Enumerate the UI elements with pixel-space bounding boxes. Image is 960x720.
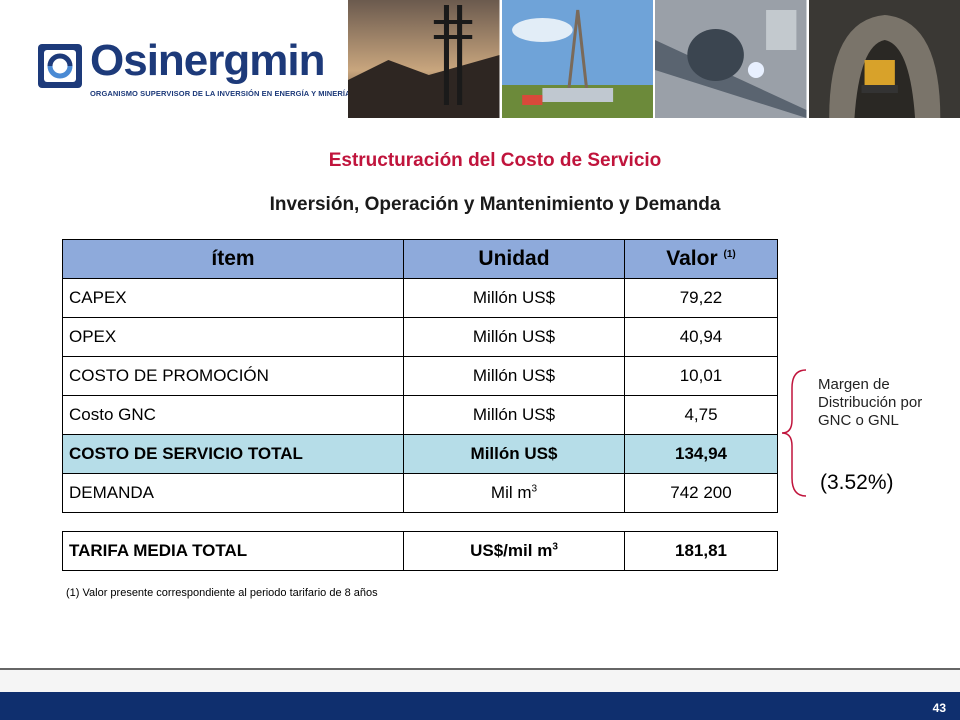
pipeline-welding-photo [655,0,809,118]
cell-unidad: Millón US$ [403,356,625,396]
logo-wordmark: Osinergmin [90,36,325,85]
unidad-text: Mil m [490,483,532,502]
tarifa-table: TARIFA MEDIA TOTAL US$/mil m3 181,81 [62,531,778,571]
table-row: TARIFA MEDIA TOTAL US$/mil m3 181,81 [62,531,778,571]
unidad-exponent: 3 [531,483,538,495]
drilling-rig-photo [501,0,655,118]
cell-valor: 10,01 [624,356,778,396]
power-lines-photo [348,0,502,118]
side-note-text: Margen de Distribución por GNC o GNL [818,376,923,429]
footnote: (1) Valor presente correspondiente al pe… [66,587,378,599]
cell-valor: 4,75 [624,395,778,435]
cell-item: COSTO DE PROMOCIÓN [62,356,404,396]
cell-valor: 181,81 [624,531,778,571]
table-header-row: ítem Unidad Valor (1) [62,239,778,279]
table-row: OPEX Millón US$ 40,94 [62,317,778,357]
cell-unidad: Millón US$ [403,434,625,474]
column-header-valor: Valor (1) [624,239,778,279]
cell-item: CAPEX [62,278,404,318]
page-title: Estructuración del Costo de Servicio [328,150,662,171]
logo-tagline: ORGANISMO SUPERVISOR DE LA INVERSIÓN EN … [90,89,351,98]
cell-valor: 742 200 [624,473,778,513]
cell-item: OPEX [62,317,404,357]
page-subtitle: Inversión, Operación y Mantenimiento y D… [269,194,721,215]
cell-item: TARIFA MEDIA TOTAL [62,531,404,571]
valor-header-footnote-mark: (1) [723,249,736,260]
cell-valor: 40,94 [624,317,778,357]
footer-bar [0,692,960,720]
cell-unidad: Mil m3 [403,473,625,513]
cost-table: ítem Unidad Valor (1) CAPEX Millón US$ 7… [62,239,778,513]
valor-header-label: Valor [666,247,718,270]
side-note-percent: (3.52%) [820,471,894,494]
table-row: CAPEX Millón US$ 79,22 [62,278,778,318]
table-row-total: COSTO DE SERVICIO TOTAL Millón US$ 134,9… [62,434,778,474]
page-number: 43 [932,701,946,715]
table-row: Costo GNC Millón US$ 4,75 [62,395,778,435]
cell-unidad: Millón US$ [403,317,625,357]
cell-item: DEMANDA [62,473,404,513]
column-header-unidad: Unidad [403,239,625,279]
table-row: DEMANDA Mil m3 742 200 [62,473,778,513]
curly-brace-icon [781,369,807,497]
cell-item: COSTO DE SERVICIO TOTAL [62,434,404,474]
unidad-text: US$/mil m [470,541,553,560]
cell-valor: 134,94 [624,434,778,474]
cell-item: Costo GNC [62,395,404,435]
cell-valor: 79,22 [624,278,778,318]
footer-divider [0,668,960,694]
osinergmin-logo: Osinergmin ORGANISMO SUPERVISOR DE LA IN… [36,36,351,110]
cell-unidad: US$/mil m3 [403,531,625,571]
column-header-item: ítem [62,239,404,279]
mine-tunnel-photo [808,0,960,118]
logo-emblem-icon [38,44,82,88]
cell-unidad: Millón US$ [403,395,625,435]
unidad-exponent: 3 [552,541,558,553]
table-row: COSTO DE PROMOCIÓN Millón US$ 10,01 [62,356,778,396]
cell-unidad: Millón US$ [403,278,625,318]
header-photo-strip [348,0,960,118]
